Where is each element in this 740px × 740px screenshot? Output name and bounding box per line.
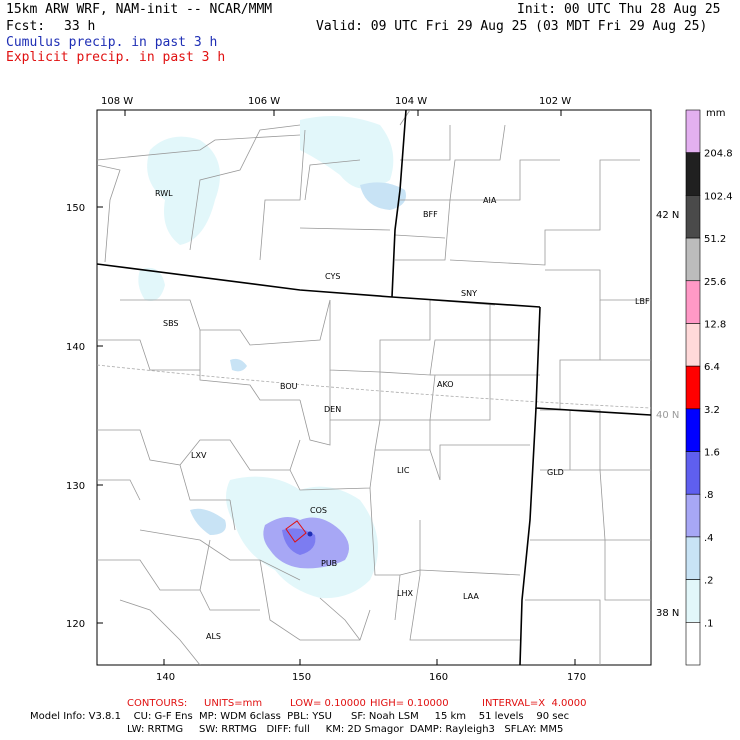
top-ticks bbox=[124, 110, 562, 116]
station-bou: BOU bbox=[280, 382, 298, 391]
moderate-precip-area bbox=[190, 508, 226, 535]
light-precip-area bbox=[147, 136, 220, 245]
lon-label: 106 W bbox=[248, 96, 280, 107]
colorbar-level: 102.4 bbox=[704, 191, 733, 202]
station-aia: AIA bbox=[483, 196, 497, 205]
station-lbf: LBF bbox=[635, 297, 650, 306]
light-precip-area bbox=[138, 267, 165, 301]
station-den: DEN bbox=[324, 405, 341, 414]
grid-x-label: 150 bbox=[292, 672, 311, 683]
colorbar-level: 25.6 bbox=[704, 277, 726, 288]
model-info-line2: LW: RRTMG SW: RRTMG DIFF: full KM: 2D Sm… bbox=[127, 724, 564, 735]
lat-label: 38 N bbox=[656, 608, 679, 619]
station-sbs: SBS bbox=[163, 319, 179, 328]
station-gld: GLD bbox=[547, 468, 564, 477]
grid-x-label: 160 bbox=[429, 672, 448, 683]
colorbar-swatch bbox=[685, 195, 701, 239]
grid-y-label: 120 bbox=[66, 619, 85, 630]
station-labels: RWL BFF AIA CYS SNY LBF SBS BOU AKO DEN … bbox=[155, 189, 650, 641]
colorbar-level: 1.6 bbox=[704, 448, 720, 459]
station-rwl: RWL bbox=[155, 189, 173, 198]
legend-explicit: Explicit precip. in past 3 h bbox=[6, 50, 226, 65]
fcst-label: Fcst: bbox=[6, 19, 46, 34]
colorbar-swatch bbox=[685, 451, 701, 495]
colorbar-level: 6.4 bbox=[704, 362, 720, 373]
grid-x-label: 170 bbox=[567, 672, 586, 683]
station-pub: PUB bbox=[321, 559, 337, 568]
colorbar-level: 51.2 bbox=[704, 234, 726, 245]
colorbar: mm 204.8 102.4 51.2 25.6 12.8 6.4 3.2 1.6 .8 .4 .2… bbox=[685, 108, 733, 666]
colorbar-swatch bbox=[685, 493, 701, 538]
contours-interval: INTERVAL=X 4.0000 bbox=[482, 698, 587, 709]
colorbar-level: 12.8 bbox=[704, 319, 726, 330]
latitude-line bbox=[97, 364, 651, 409]
map-frame bbox=[96, 109, 652, 666]
moderate-precip-area bbox=[360, 182, 406, 210]
station-lic: LIC bbox=[397, 466, 410, 475]
colorbar-swatch bbox=[685, 408, 701, 452]
explicit-precip-contour bbox=[285, 520, 307, 543]
station-sny: SNY bbox=[461, 289, 477, 298]
station-laa: LAA bbox=[463, 592, 479, 601]
grid-y-label: 130 bbox=[66, 481, 85, 492]
valid-time: Valid: 09 UTC Fri 29 Aug 25 (03 MDT Fri … bbox=[316, 19, 708, 34]
station-lxv: LXV bbox=[191, 451, 207, 460]
station-cos: COS bbox=[310, 506, 327, 515]
contours-high: HIGH= 0.10000 bbox=[370, 698, 449, 709]
legend-cumulus: Cumulus precip. in past 3 h bbox=[6, 35, 218, 50]
lon-label: 108 W bbox=[101, 96, 133, 107]
init-time: Init: 00 UTC Thu 28 Aug 25 bbox=[517, 2, 721, 17]
station-lhx: LHX bbox=[397, 589, 413, 598]
colorbar-level: 3.2 bbox=[704, 405, 720, 416]
lon-label: 102 W bbox=[539, 96, 571, 107]
model-title: 15km ARW WRF, NAM-init -- NCAR/MMM bbox=[6, 2, 273, 17]
colorbar-level: .8 bbox=[704, 490, 714, 501]
colorbar-level: 204.8 bbox=[704, 149, 733, 160]
station-als: ALS bbox=[206, 632, 221, 641]
grid-x-label: 140 bbox=[156, 672, 175, 683]
model-info-line1: Model Info: V3.8.1 CU: G-F Ens MP: WDM 6… bbox=[30, 711, 570, 722]
cumulus-precip-dot bbox=[307, 531, 313, 537]
colorbar-level: .4 bbox=[704, 533, 714, 544]
colorbar-unit: mm bbox=[706, 108, 725, 119]
colorbar-swatch bbox=[685, 152, 701, 196]
colorbar-swatch bbox=[685, 579, 701, 623]
colorbar-swatch bbox=[685, 280, 701, 324]
contours-label: CONTOURS: bbox=[127, 698, 188, 709]
colorbar-swatch bbox=[685, 622, 701, 666]
county-boundaries bbox=[97, 110, 651, 665]
state-borders bbox=[97, 110, 651, 665]
lat-label: 40 N bbox=[656, 410, 679, 421]
colorbar-level: .2 bbox=[704, 576, 714, 587]
station-ako: AKO bbox=[437, 380, 454, 389]
moderate-precip-area bbox=[230, 358, 247, 372]
bottom-ticks bbox=[163, 659, 576, 665]
grid-y-label: 150 bbox=[66, 203, 85, 214]
contours-units: UNITS=mm bbox=[204, 698, 263, 709]
left-ticks bbox=[97, 206, 103, 624]
light-precip-area bbox=[300, 116, 394, 189]
grid-y-label: 140 bbox=[66, 342, 85, 353]
station-bff: BFF bbox=[423, 210, 438, 219]
colorbar-swatch bbox=[685, 323, 701, 367]
fcst-value: 33 h bbox=[64, 19, 96, 34]
precip-field bbox=[138, 116, 406, 599]
colorbar-swatch bbox=[685, 536, 701, 580]
colorbar-level: .1 bbox=[704, 618, 714, 629]
colorbar-swatch bbox=[685, 365, 701, 410]
lat-label: 42 N bbox=[656, 210, 679, 221]
colorbar-swatch bbox=[685, 109, 701, 153]
colorbar-swatch bbox=[685, 237, 701, 282]
station-cys: CYS bbox=[325, 272, 340, 281]
contours-low: LOW= 0.10000 bbox=[290, 698, 366, 709]
lon-label: 104 W bbox=[395, 96, 427, 107]
